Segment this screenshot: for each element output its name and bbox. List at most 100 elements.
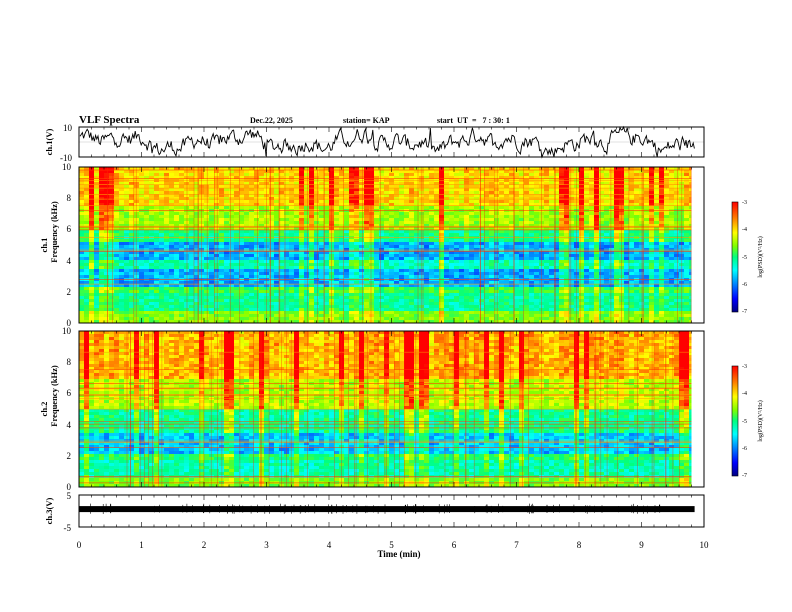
spectrogram-cell [294, 275, 299, 278]
spectrogram-cell [94, 173, 99, 176]
spectrogram-cell [689, 263, 692, 266]
spectrogram-cell [399, 182, 404, 185]
spectrogram-cell [629, 185, 634, 188]
spectrogram-cell [94, 266, 99, 269]
spectrogram-cell [594, 167, 599, 170]
spectrogram-cell [194, 221, 199, 224]
spectrogram-cell [389, 233, 394, 236]
spectrogram-cell [494, 200, 499, 203]
spectrogram-cell [109, 260, 114, 263]
spectrogram-cell [79, 215, 84, 218]
spectrogram-cell [84, 218, 89, 221]
spectrogram-cell [544, 245, 549, 248]
spectrogram-cell [294, 266, 299, 269]
spectrogram-cell [189, 233, 194, 236]
spectrogram-cell [214, 170, 219, 173]
spectrogram-cell [354, 188, 359, 191]
spectrogram-cell [674, 206, 679, 209]
spectrogram-cell [274, 215, 279, 218]
spectrogram-cell [504, 221, 509, 224]
spectrogram-cell [634, 200, 639, 203]
spectrogram-cell [309, 245, 314, 248]
spectrogram-cell [439, 233, 444, 236]
spectrogram-cell [594, 260, 599, 263]
spectrogram-cell [304, 224, 309, 227]
spectrogram-cell [464, 170, 469, 173]
spectrogram-cell [534, 251, 539, 254]
spectrogram-cell [499, 251, 504, 254]
spectrogram-cell [614, 248, 619, 251]
spectrogram-cell [474, 197, 479, 200]
spectrogram-cell [669, 212, 674, 215]
spectrogram-cell [424, 200, 429, 203]
spectrogram-cell [169, 194, 174, 197]
spectrogram-cell [654, 269, 659, 272]
spectrogram-cell [479, 185, 484, 188]
spectrogram-cell [139, 248, 144, 251]
spectrogram-cell [654, 212, 659, 215]
spectrogram-cell [469, 281, 474, 284]
spectrogram-cell [549, 239, 554, 242]
spectrogram-cell [309, 233, 314, 236]
spectrogram-cell [269, 176, 274, 179]
spectrogram-cell [369, 260, 374, 263]
spectrogram-cell [444, 242, 449, 245]
spectrogram-cell [519, 167, 524, 170]
spectrogram-cell [324, 245, 329, 248]
spectrogram-cell [344, 269, 349, 272]
spectrogram-cell [254, 257, 259, 260]
spectrogram-cell [649, 200, 654, 203]
spectrogram-cell [174, 224, 179, 227]
spectrogram-cell [469, 230, 474, 233]
spectrogram-cell [214, 200, 219, 203]
spectrogram-cell [529, 218, 534, 221]
spectrogram-cell [524, 275, 529, 278]
spectrogram-cell [389, 218, 394, 221]
spectrogram-cell [484, 224, 489, 227]
spectrogram-cell [344, 248, 349, 251]
spectrogram-cell [274, 251, 279, 254]
spectrogram-cell [644, 242, 649, 245]
spectrogram-cell [384, 176, 389, 179]
spectrogram-cell [549, 257, 554, 260]
spectrogram-cell [159, 215, 164, 218]
spectrogram-cell [479, 173, 484, 176]
spectrogram-cell [99, 188, 104, 191]
spectrogram-cell [659, 275, 664, 278]
spectrogram-cell [94, 167, 99, 170]
spectrogram-cell [429, 212, 434, 215]
spectrogram-cell [284, 215, 289, 218]
spectrogram-cell [684, 203, 689, 206]
spectrogram-cell [119, 206, 124, 209]
spectrogram-cell [604, 257, 609, 260]
spectrogram-cell [584, 239, 589, 242]
spectrogram-cell [579, 191, 584, 194]
spectrogram-cell [624, 251, 629, 254]
spectrogram-cell [139, 266, 144, 269]
spectrogram-cell [154, 251, 159, 254]
spectrogram-cell [274, 206, 279, 209]
spectrogram-cell [519, 266, 524, 269]
spectrogram-cell [659, 263, 664, 266]
spectrogram-cell [309, 185, 314, 188]
spectrogram-cell [449, 263, 454, 266]
spectrogram-cell [494, 176, 499, 179]
spectrogram-cell [154, 230, 159, 233]
spectrogram-cell [314, 257, 319, 260]
spectrogram-cell [429, 221, 434, 224]
spectrogram-cell [519, 197, 524, 200]
spectrogram-cell [434, 176, 439, 179]
spectrogram-cell [444, 221, 449, 224]
spectrogram-cell [644, 281, 649, 284]
spectrogram-cell [534, 239, 539, 242]
spectrogram-cell [99, 194, 104, 197]
spectrogram-cell [534, 215, 539, 218]
spectrogram-cell [319, 200, 324, 203]
spectrogram-cell [104, 233, 109, 236]
spectrogram-cell [369, 281, 374, 284]
spectrogram-cell [564, 185, 569, 188]
spectrogram-cell [384, 242, 389, 245]
spectrogram-cell [599, 233, 604, 236]
spectrogram-cell [159, 227, 164, 230]
spectrogram-cell [244, 212, 249, 215]
